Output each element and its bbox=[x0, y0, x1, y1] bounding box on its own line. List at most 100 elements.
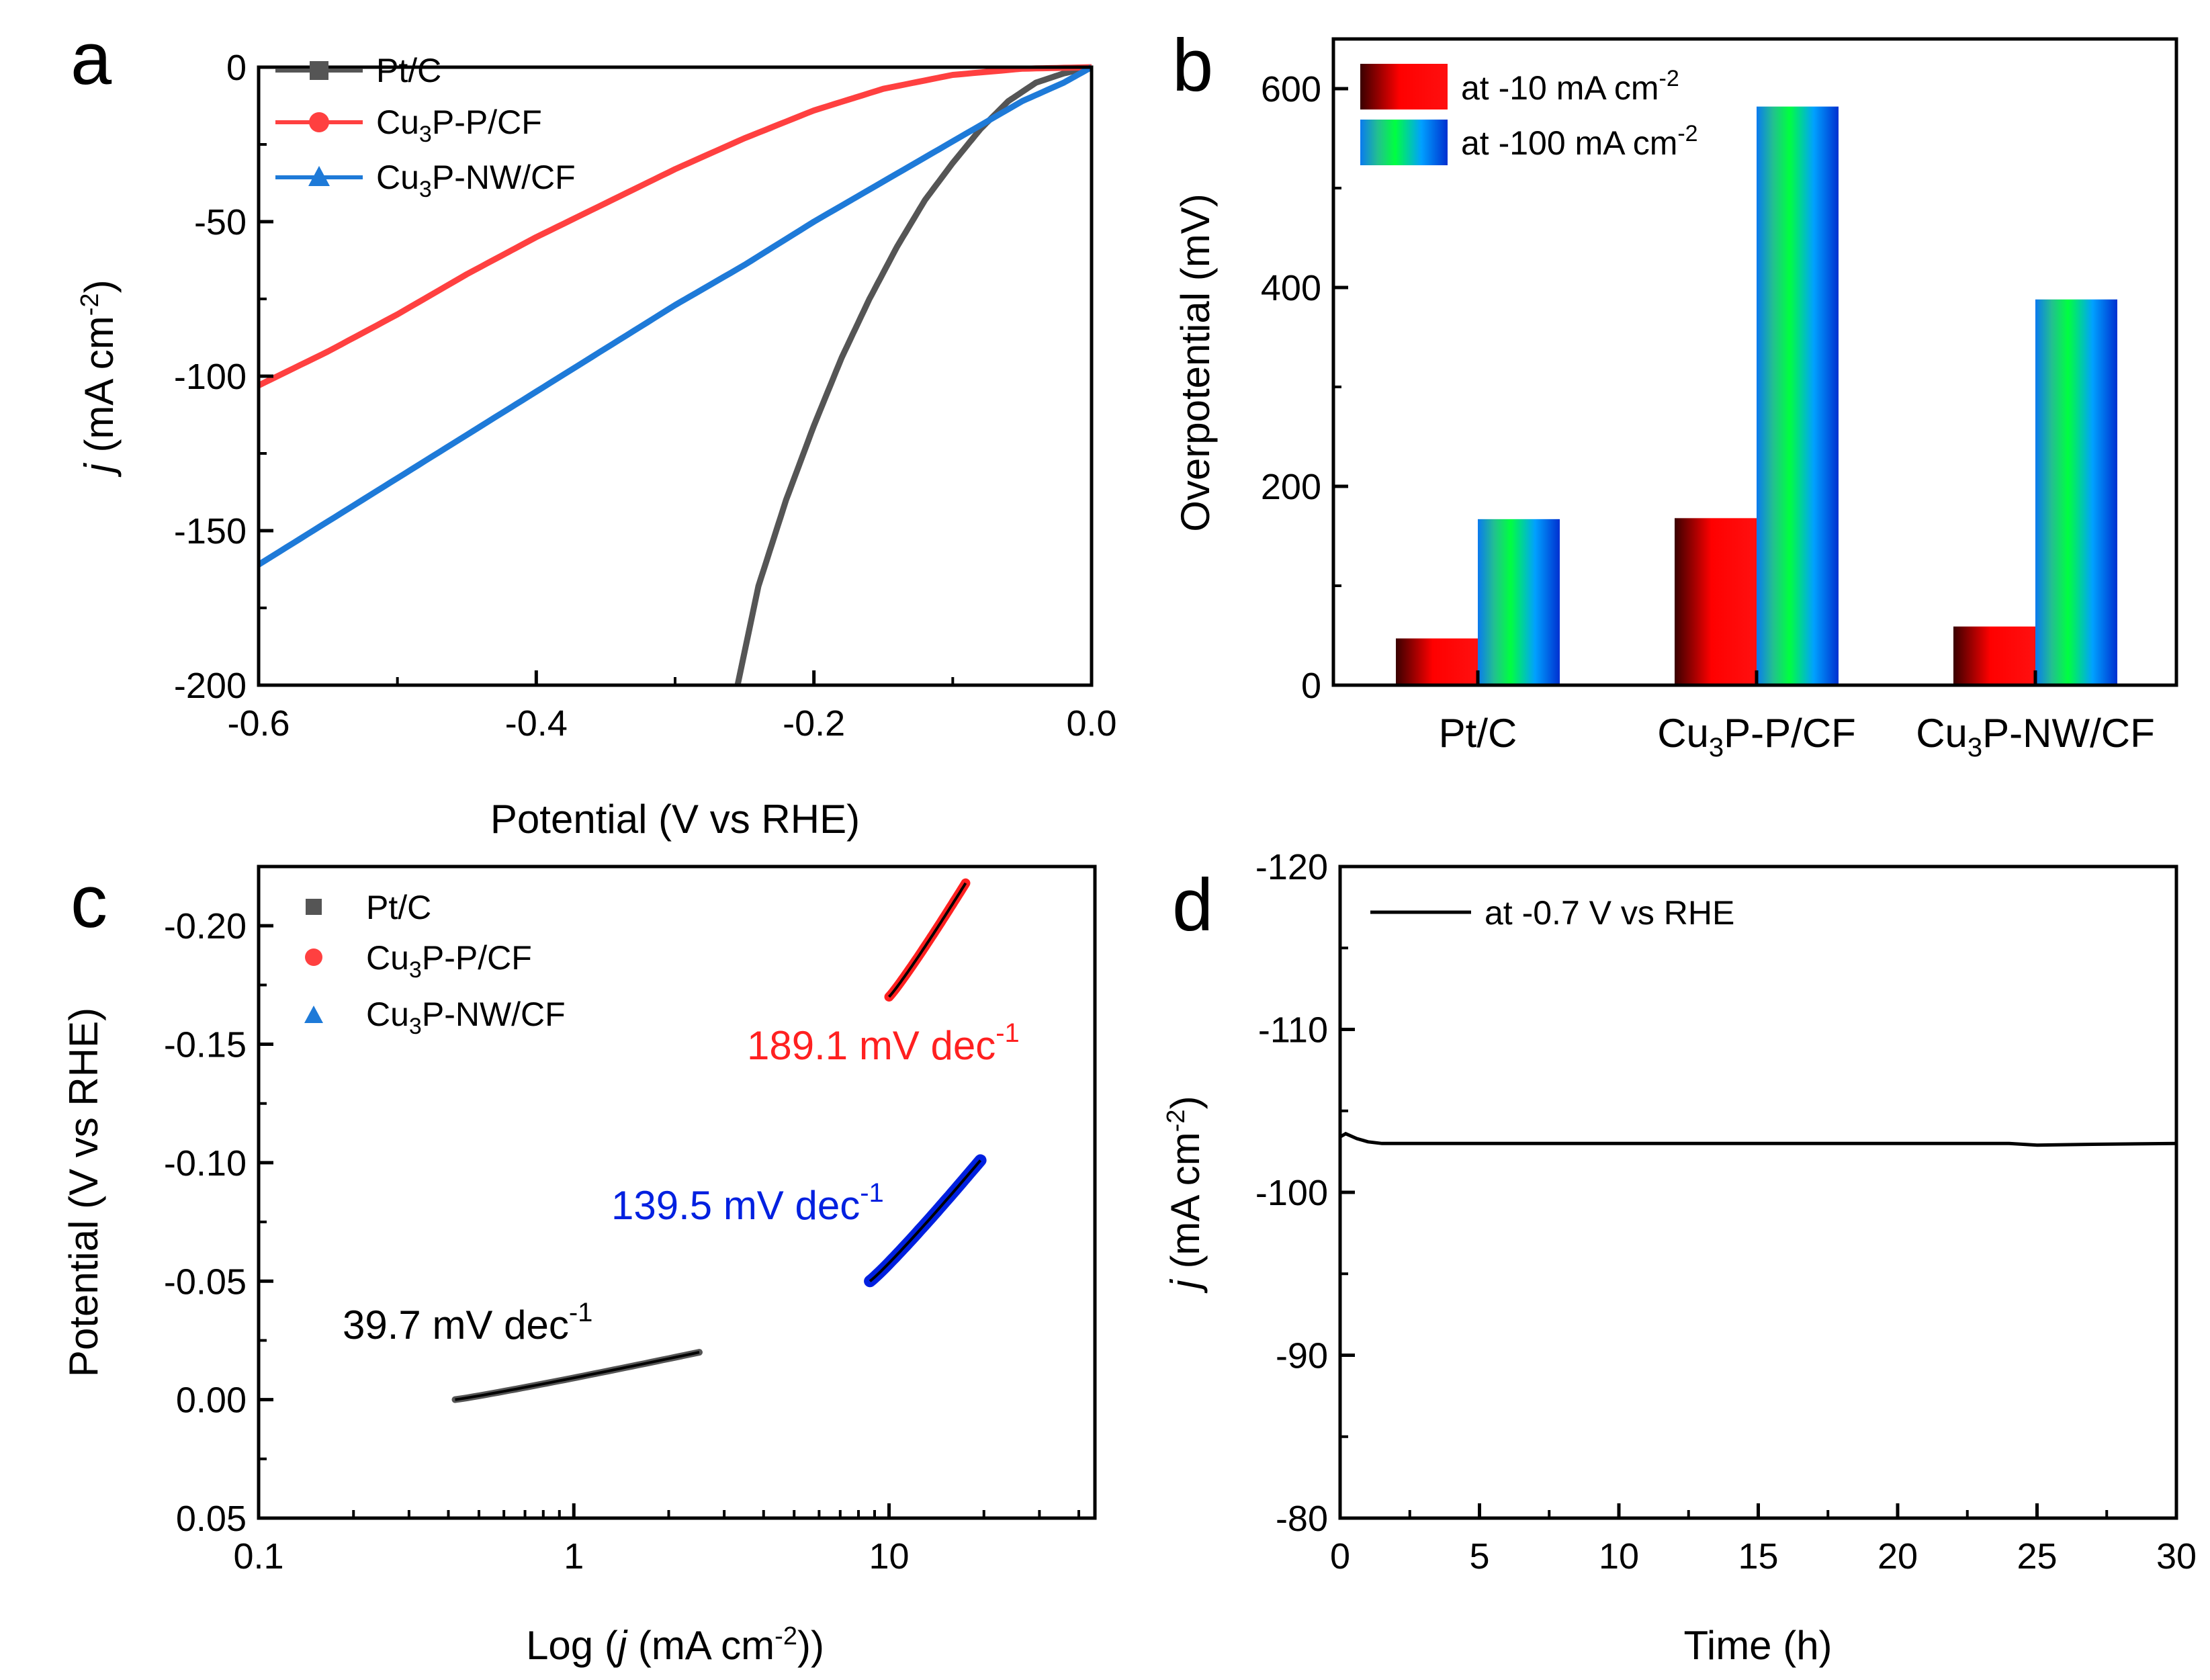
xtick-label: 5 bbox=[1469, 1536, 1489, 1577]
xtick-label: 30 bbox=[2156, 1536, 2197, 1577]
legend-label-c-cu3p-nw: Cu3P-NW/CF bbox=[366, 996, 566, 1039]
xtick-label: -0.4 bbox=[505, 703, 568, 744]
ytick-label: -50 bbox=[194, 202, 247, 242]
legend-marker-cu3p-nw bbox=[308, 166, 330, 186]
legend-item-cu3p-p: Cu3P-P/CF bbox=[275, 103, 542, 147]
legend-marker-ptc bbox=[310, 61, 328, 80]
panel-c-ylabel: Potential (V vs RHE) bbox=[61, 1008, 106, 1377]
panel-b-bar-chart: b 0 200 400 600 Overpotential (mV) Pt/C Cu3P… bbox=[1172, 24, 2178, 762]
panel-c-frame bbox=[257, 865, 1097, 1520]
legend-label-cu3p-nw: Cu3P-NW/CF bbox=[376, 159, 576, 202]
xtick-label: 20 bbox=[1877, 1536, 1918, 1577]
ytick-label: -200 bbox=[174, 666, 247, 706]
tafel-fit-cu3p-nw bbox=[869, 1159, 982, 1282]
panel-a-series bbox=[257, 64, 1094, 686]
series-line-ptc bbox=[734, 64, 1092, 686]
legend-label-d: at -0.7 V vs RHE bbox=[1485, 894, 1734, 932]
ytick-label: 200 bbox=[1261, 467, 1321, 507]
tafel-fit-cu3p-p bbox=[887, 882, 967, 998]
panel-d-stability-chart: d -120 -110 -100 -90 -800 5 10 15 20 25 30 Time (h… bbox=[1162, 847, 2197, 1668]
legend-label-c-ptc: Pt/C bbox=[366, 889, 431, 926]
panel-c-legend: Pt/C Cu3P-P/CF Cu3P-NW/CF bbox=[304, 889, 566, 1039]
panel-d-xlabel: Time (h) bbox=[1683, 1623, 1832, 1668]
panel-a-xlabel: Potential (V vs RHE) bbox=[490, 797, 860, 842]
ytick-label: -100 bbox=[1255, 1173, 1328, 1213]
xtick-label: 10 bbox=[1599, 1536, 1639, 1577]
panel-c-series bbox=[451, 878, 987, 1403]
ytick-label: -0.05 bbox=[164, 1262, 247, 1302]
legend-item-ptc: Pt/C bbox=[275, 52, 441, 89]
xtick-label: 15 bbox=[1738, 1536, 1778, 1577]
legend-marker-c-cu3p-nw bbox=[304, 1006, 323, 1023]
ytick-label: 0 bbox=[226, 48, 247, 88]
legend-marker-c-cu3p-p bbox=[305, 948, 322, 966]
legend-label-100ma: at -100 mA cm-2 bbox=[1461, 121, 1698, 162]
panel-d-ylabel: j (mA cm-2) bbox=[1162, 1096, 1208, 1293]
bar-100ma-0 bbox=[1478, 519, 1560, 685]
legend-item-c-ptc: Pt/C bbox=[306, 889, 431, 926]
panel-a-legend: Pt/C Cu3P-P/CF Cu3P-NW/CF bbox=[275, 52, 576, 202]
ytick-label: -0.20 bbox=[164, 906, 247, 946]
panel-a-ylabel: j (mA cm-2) bbox=[76, 279, 122, 477]
legend-marker-cu3p-p bbox=[309, 112, 329, 132]
bar-10ma-1 bbox=[1675, 518, 1757, 685]
legend-swatch-100ma bbox=[1360, 120, 1448, 165]
legend-item-10ma: at -10 mA cm-2 bbox=[1360, 64, 1679, 109]
ytick-label: -150 bbox=[174, 511, 247, 551]
bar-10ma-2 bbox=[1953, 626, 2035, 685]
ytick-label: 0.05 bbox=[176, 1499, 247, 1539]
xtick-label: 0.0 bbox=[1066, 703, 1116, 744]
legend-label-ptc: Pt/C bbox=[376, 52, 441, 89]
category-label-1: Cu3P-P/CF bbox=[1657, 711, 1856, 762]
ytick-label: -110 bbox=[1258, 1010, 1328, 1051]
panel-c-xlabel: Log (j (mA cm-2)) bbox=[526, 1622, 824, 1668]
legend-swatch-10ma bbox=[1360, 64, 1448, 109]
ytick-label: -0.15 bbox=[164, 1025, 247, 1065]
category-label-0: Pt/C bbox=[1439, 711, 1517, 756]
legend-item-c-cu3p-p: Cu3P-P/CF bbox=[305, 939, 532, 983]
panel-a-label: a bbox=[71, 17, 112, 100]
legend-label-c-cu3p-p: Cu3P-P/CF bbox=[366, 939, 532, 983]
series-line-cu3p-p bbox=[257, 64, 1092, 388]
legend-item-100ma: at -100 mA cm-2 bbox=[1360, 120, 1698, 165]
panel-c-label: c bbox=[71, 860, 107, 943]
legend-marker-c-ptc bbox=[306, 899, 322, 915]
panel-c-tafel-chart: c -0.20 -0.15 -0.10 -0.05 0.00 0.050.1 1 10 Log… bbox=[61, 860, 1097, 1668]
legend-label-10ma: at -10 mA cm-2 bbox=[1461, 66, 1679, 107]
xtick-label: 10 bbox=[869, 1536, 909, 1577]
panel-b-bars bbox=[1396, 106, 2117, 685]
panel-d-frame bbox=[1338, 865, 2178, 1520]
panel-b-ylabel: Overpotential (mV) bbox=[1173, 193, 1218, 532]
legend-label-cu3p-p: Cu3P-P/CF bbox=[376, 103, 542, 147]
xtick-label: 0 bbox=[1330, 1536, 1350, 1577]
bar-10ma-0 bbox=[1396, 638, 1478, 685]
panel-d-legend: at -0.7 V vs RHE bbox=[1370, 894, 1734, 932]
panel-d-label: d bbox=[1172, 864, 1213, 946]
ytick-label: 400 bbox=[1261, 268, 1321, 308]
slope-label-ptc: 39.7 mV dec-1 bbox=[343, 1298, 592, 1347]
panel-d-series bbox=[1339, 1131, 2177, 1147]
xtick-label: 0.1 bbox=[233, 1536, 283, 1577]
ytick-label: 0.00 bbox=[176, 1380, 247, 1421]
bar-100ma-2 bbox=[2035, 299, 2117, 685]
panel-b-legend: at -10 mA cm-2 at -100 mA cm-2 bbox=[1360, 64, 1698, 165]
series-line-cu3p-nw bbox=[257, 64, 1094, 568]
legend-item-c-cu3p-nw: Cu3P-NW/CF bbox=[304, 996, 566, 1039]
panel-a-lsv-chart: a 0 -50 -100 -150 -200-0.6 -0.4 -0.2 0.0 Potent… bbox=[71, 17, 1117, 842]
ytick-label: -80 bbox=[1276, 1499, 1328, 1539]
ytick-label: 600 bbox=[1261, 69, 1321, 109]
xtick-label: 25 bbox=[2017, 1536, 2057, 1577]
legend-item-cu3p-nw: Cu3P-NW/CF bbox=[275, 159, 576, 202]
bar-100ma-1 bbox=[1757, 106, 1839, 685]
ytick-label: 0 bbox=[1301, 666, 1321, 706]
slope-label-cu3p-nw: 139.5 mV dec-1 bbox=[611, 1178, 884, 1228]
slope-label-cu3p-p: 189.1 mV dec-1 bbox=[747, 1018, 1020, 1068]
xtick-label: 1 bbox=[564, 1536, 584, 1577]
xtick-label: -0.2 bbox=[783, 703, 845, 744]
xtick-label: -0.6 bbox=[227, 703, 290, 744]
ytick-label: -0.10 bbox=[164, 1143, 247, 1184]
ytick-label: -120 bbox=[1255, 847, 1328, 887]
tafel-fit-ptc bbox=[455, 1351, 700, 1401]
panel-b-label: b bbox=[1172, 24, 1213, 107]
